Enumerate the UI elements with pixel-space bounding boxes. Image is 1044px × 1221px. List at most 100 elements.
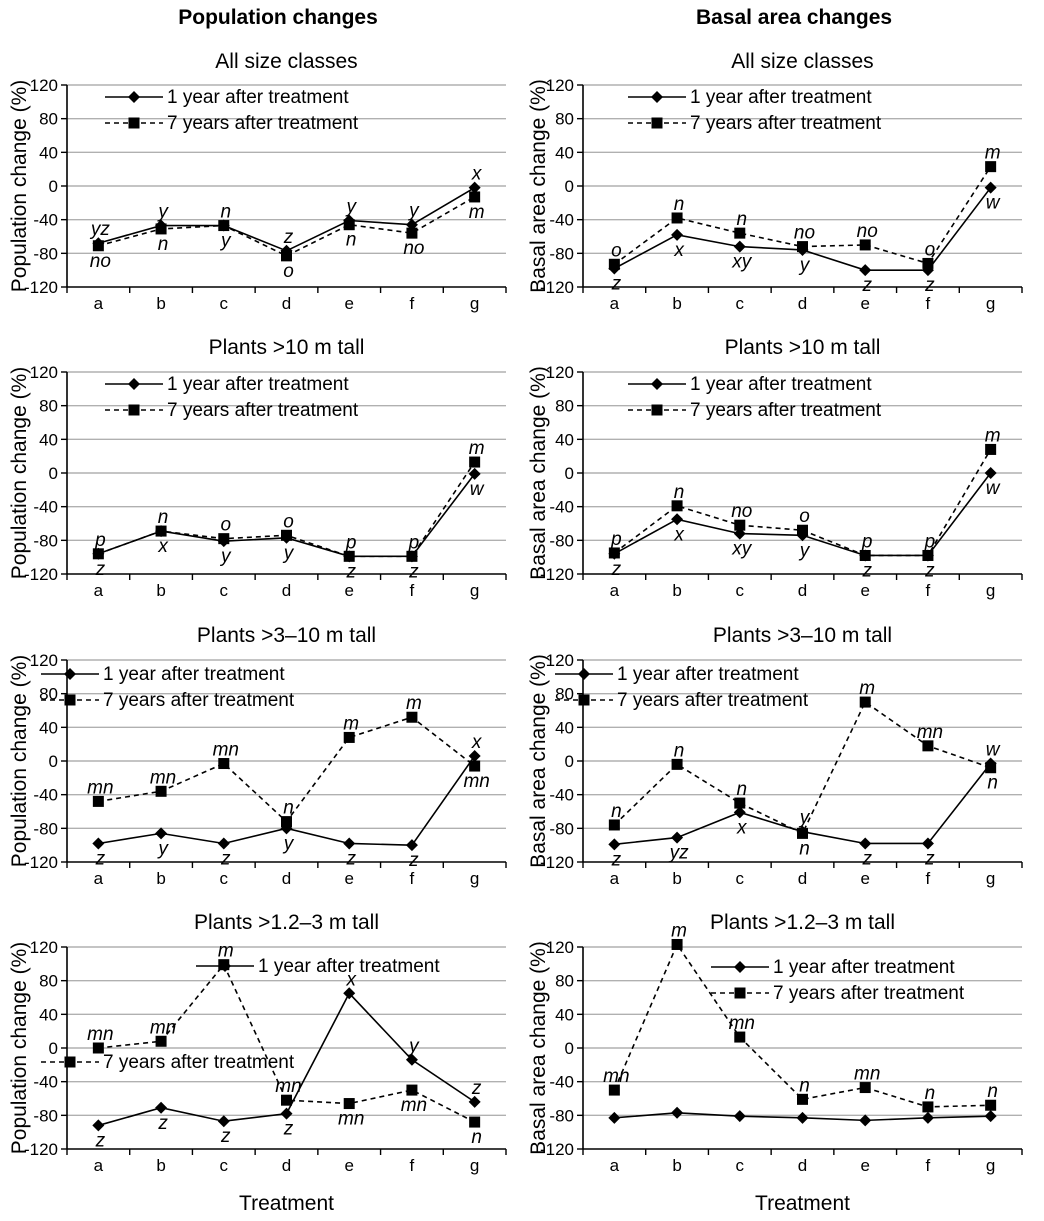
- legend-label: 1 year after treatment: [690, 374, 872, 395]
- data-point-diamond: [343, 987, 356, 1000]
- x-tick-label: f: [410, 869, 415, 888]
- legend-marker: [128, 117, 140, 129]
- significance-label: m: [343, 713, 359, 734]
- legend-entry: 7 years after treatment: [41, 1052, 295, 1073]
- significance-label: n: [799, 838, 810, 859]
- legend-label: 1 year after treatment: [773, 957, 955, 978]
- data-point-diamond: [859, 1114, 872, 1127]
- significance-label: y: [798, 540, 811, 561]
- significance-label: p: [924, 531, 936, 552]
- data-point-square: [155, 525, 167, 537]
- population-changes-header: Population changes: [178, 6, 378, 29]
- data-point-square: [406, 227, 418, 239]
- legend-label: 7 years after treatment: [103, 1052, 295, 1073]
- y-tick-label: 40: [39, 143, 58, 162]
- x-tick-label: c: [220, 581, 229, 600]
- x-tick-label: g: [986, 1156, 995, 1175]
- significance-label: p: [345, 532, 357, 553]
- y-tick-label: 0: [49, 752, 58, 771]
- data-point-square: [734, 227, 746, 239]
- significance-label: p: [94, 530, 106, 551]
- data-point-square: [734, 519, 746, 531]
- y-tick-label: 0: [565, 464, 574, 483]
- legend-entry: 7 years after treatment: [711, 983, 965, 1004]
- panel-title: Plants >3–10 m tall: [197, 624, 376, 647]
- significance-label: no: [403, 238, 424, 259]
- y-tick-label: 80: [39, 685, 58, 704]
- chart-panel-left-3: Plants >3–10 m tall -120 -80 -40 0 40 80 120 a b c…: [8, 624, 507, 888]
- x-tick-label: e: [344, 294, 353, 313]
- data-point-square: [218, 758, 230, 770]
- data-point-square: [671, 212, 683, 224]
- legend-entry: 7 years after treatment: [41, 690, 295, 711]
- significance-label: z: [220, 1126, 231, 1147]
- chart-panel-left-4: Plants >1.2–3 m tall -120 -80 -40 0 40 80 120 a b…: [8, 911, 507, 1215]
- x-tick-label: a: [94, 1156, 104, 1175]
- legend-entry: 1 year after treatment: [105, 374, 349, 395]
- significance-label: mn: [150, 767, 176, 788]
- data-point-square: [797, 241, 808, 253]
- x-tick-label: c: [736, 581, 745, 600]
- legend-label: 1 year after treatment: [258, 956, 440, 977]
- x-tick-label: e: [860, 1156, 869, 1175]
- legend-entry: 1 year after treatment: [628, 374, 872, 395]
- data-point-square: [922, 740, 934, 752]
- significance-label: xy: [731, 539, 753, 560]
- significance-label: n: [987, 1081, 998, 1102]
- legend-entry: 1 year after treatment: [711, 957, 955, 978]
- data-point-diamond: [468, 1095, 481, 1108]
- data-point-square: [469, 456, 481, 468]
- significance-label: y: [282, 543, 295, 564]
- data-point-diamond: [671, 831, 684, 844]
- data-point-square: [155, 223, 167, 235]
- x-tick-label: g: [986, 581, 995, 600]
- significance-label: n: [736, 779, 747, 800]
- y-axis-label: Basal area change (%): [527, 79, 550, 293]
- legend-marker: [64, 1056, 76, 1068]
- data-point-square: [608, 1084, 620, 1096]
- significance-label: mn: [150, 1017, 176, 1038]
- panel-title: Plants >3–10 m tall: [713, 624, 892, 647]
- x-tick-label: d: [798, 581, 807, 600]
- significance-label: y: [282, 833, 295, 854]
- significance-label: mn: [729, 1013, 755, 1034]
- data-point-diamond: [796, 1111, 809, 1124]
- y-tick-label: -80: [549, 1106, 574, 1125]
- data-point-diamond: [92, 1119, 105, 1132]
- legend-entry: 1 year after treatment: [41, 664, 285, 685]
- y-tick-label: 0: [49, 1039, 58, 1058]
- chart-panel-right-4: Plants >1.2–3 m tall -120 -80 -40 0 40 80 120 a b…: [527, 911, 1023, 1215]
- significance-label: o: [799, 506, 810, 527]
- data-point-diamond: [155, 1101, 168, 1114]
- significance-label: n: [220, 202, 231, 223]
- y-tick-label: -120: [24, 1140, 58, 1159]
- y-tick-label: 80: [555, 397, 574, 416]
- data-point-square: [859, 1082, 871, 1094]
- x-tick-label: b: [672, 1156, 681, 1175]
- significance-label: z: [220, 848, 231, 869]
- data-point-diamond: [217, 1115, 230, 1128]
- y-tick-label: -40: [549, 211, 574, 230]
- y-tick-label: 40: [555, 143, 574, 162]
- significance-label: x: [736, 817, 748, 838]
- significance-label: n: [611, 801, 622, 822]
- x-tick-label: a: [94, 294, 104, 313]
- significance-label: n: [674, 194, 685, 215]
- y-tick-label: 80: [555, 685, 574, 704]
- y-axis-label: Basal area change (%): [527, 366, 550, 580]
- x-tick-label: a: [610, 294, 620, 313]
- significance-label: w: [986, 478, 1001, 499]
- data-point-diamond: [733, 806, 746, 819]
- y-tick-label: 80: [39, 110, 58, 129]
- significance-label: n: [799, 1075, 810, 1096]
- significance-label: m: [469, 438, 485, 459]
- legend-label: 1 year after treatment: [690, 87, 872, 108]
- data-point-square: [608, 819, 620, 831]
- significance-label: n: [471, 1127, 482, 1148]
- significance-label: m: [469, 202, 485, 223]
- y-tick-label: 40: [555, 1005, 574, 1024]
- data-point-diamond: [984, 181, 997, 194]
- significance-label: z: [345, 561, 356, 582]
- y-tick-label: 40: [555, 430, 574, 449]
- data-point-square: [985, 762, 997, 774]
